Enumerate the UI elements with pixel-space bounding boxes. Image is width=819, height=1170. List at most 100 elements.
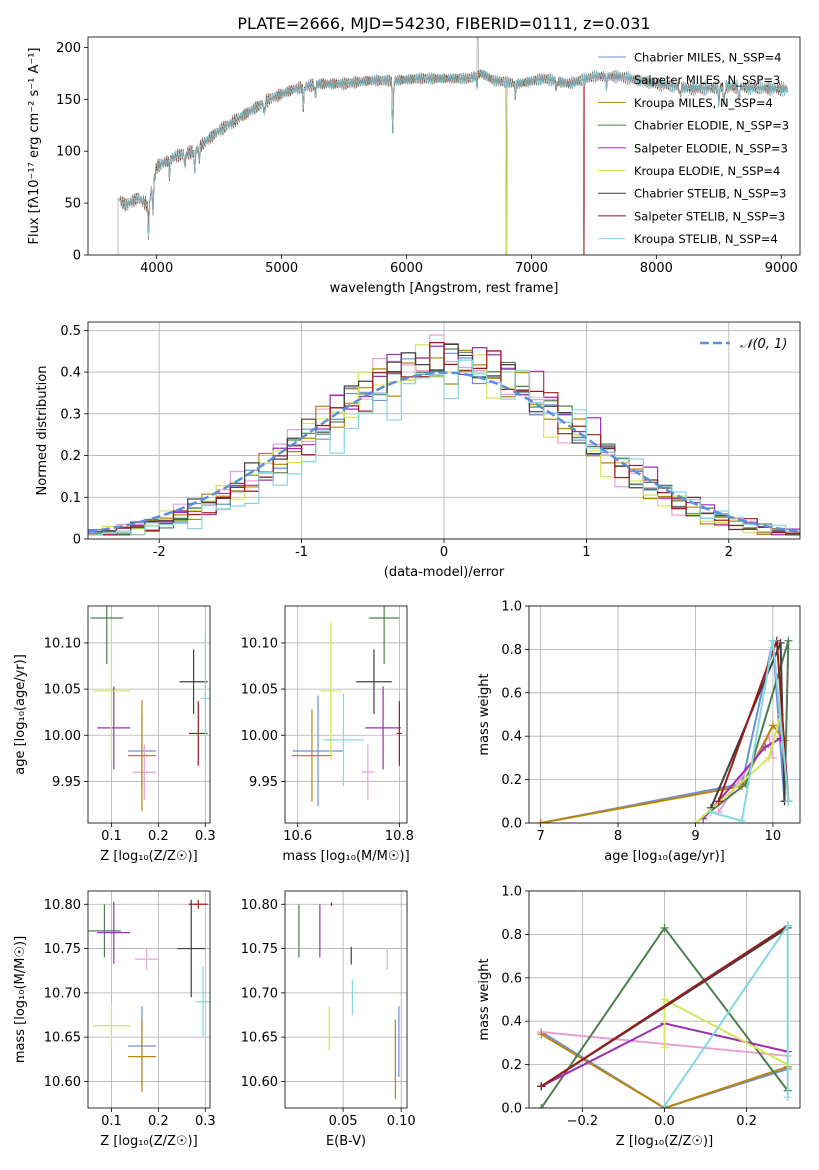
massweight-vs-age-ytick-label: 1.0	[501, 600, 522, 615]
massweight-vs-Z-series-7	[540, 924, 789, 1088]
legend-label-3: Chabrier ELODIE, N_SSP=3	[634, 119, 789, 133]
residual-legend: 𝒩(0, 1)	[700, 337, 787, 352]
spectrum-xtick-label: 5000	[265, 261, 298, 276]
spectrum-xtick-label: 9000	[765, 261, 798, 276]
massweight-vs-Z-marker-3-0	[537, 1104, 546, 1108]
age-vs-mass-xtick-label: 10.8	[385, 829, 414, 844]
spectrum-ytick-label: 200	[56, 41, 81, 56]
massweight-vs-age-panel: 7 8 9 10 0.0 0.2 0.4 0.6 0.8 1.0 age [log₁₀(age/yr…	[477, 600, 801, 864]
massweight-vs-age-marker-7-0	[714, 797, 723, 806]
mass-vs-ebv-plot-area	[298, 902, 400, 1100]
age-vs-Z-xlabel: Z [log₁₀(Z/Z☉)]	[100, 849, 197, 864]
legend-label-1: Salpeter MILES, N_SSP=3	[634, 73, 780, 87]
mass-vs-Z-ytick-label: 10.65	[44, 1031, 81, 1046]
massweight-vs-age-marker-2-0	[536, 819, 545, 823]
massweight-vs-age-marker-8-0	[706, 808, 715, 817]
massweight-vs-age-xlabel: age [log₁₀(age/yr)]	[604, 849, 725, 864]
mass-vs-Z-ytick-label: 10.70	[44, 986, 81, 1001]
age-vs-Z-point-8	[200, 633, 210, 763]
massweight-vs-Z-ylabel: mass weight	[477, 958, 492, 1040]
mass-vs-Z-ytick-label: 10.80	[44, 898, 81, 913]
massweight-vs-Z-series-0	[540, 1031, 789, 1108]
massweight-vs-Z-marker-8-0	[660, 1101, 669, 1108]
massweight-vs-age-xtick-label: 7	[536, 829, 544, 844]
age-vs-Z-plot-area	[90, 606, 210, 811]
mass-vs-ebv-xlabel: E(B-V)	[326, 1134, 366, 1149]
residuals-xtick-label: -2	[153, 545, 166, 560]
massweight-vs-Z-xtick-label: 0.2	[736, 1114, 757, 1129]
residual-hist-8	[88, 359, 800, 536]
massweight-vs-age-marker-5-1	[765, 753, 774, 762]
legend-label-4: Salpeter ELODIE, N_SSP=3	[634, 141, 788, 155]
mass-vs-ebv-xtick-label: 0.05	[329, 1114, 358, 1129]
legend-label-7: Salpeter STELIB, N_SSP=3	[634, 209, 785, 223]
age-vs-mass-point-5	[320, 621, 341, 761]
massweight-vs-Z-ytick-label: 1.0	[501, 885, 522, 900]
age-vs-Z-point-2	[127, 700, 157, 811]
massweight-vs-age-ytick-label: 0.6	[501, 686, 522, 701]
mass-vs-Z-point-8	[195, 966, 210, 1038]
massweight-vs-Z-ytick-label: 0.0	[501, 1102, 522, 1117]
mass-vs-Z-ytick-label: 10.75	[44, 942, 81, 957]
spectrum-ytick-label: 150	[56, 93, 81, 108]
legend-label-normal: 𝒩(0, 1)	[740, 337, 787, 352]
massweight-vs-age-series-3	[694, 640, 790, 823]
spectrum-xtick-label: 4000	[140, 261, 173, 276]
spectrum-plot-area	[117, 37, 788, 255]
massweight-vs-Z-xtick-label: 0.0	[654, 1114, 675, 1129]
mass-vs-ebv-ytick-label: 10.65	[241, 1031, 278, 1046]
massweight-vs-age-series-8	[710, 640, 790, 823]
mass-vs-Z-ylabel: mass [log₁₀(M/M☉)]	[13, 936, 28, 1063]
age-vs-Z-xtick-label: 0.3	[195, 829, 216, 844]
mass-vs-Z-xtick-label: 0.1	[101, 1114, 122, 1129]
massweight-vs-age-ytick-label: 0.8	[501, 643, 522, 658]
age-vs-mass-point-8	[323, 693, 364, 787]
age-vs-mass-point-1	[361, 744, 374, 800]
age-vs-Z-xtick-label: 0.2	[148, 829, 169, 844]
spectrum-xlabel: wavelength [Angstrom, rest frame]	[330, 281, 559, 296]
mass-vs-ebv-ytick-label: 10.75	[241, 942, 278, 957]
massweight-vs-Z-marker-3-1	[660, 923, 669, 932]
spectrum-panel: 4000 5000 6000 7000 8000 9000 0 50 100 150 200 wave…	[27, 36, 801, 296]
age-vs-mass-point-7	[396, 701, 402, 766]
mass-vs-ebv-ytick-label: 10.70	[241, 986, 278, 1001]
mass-vs-Z-panel: 0.1 0.2 0.3 10.60 10.65 10.70 10.75 10.80 Z [log…	[13, 890, 216, 1149]
legend-label-0: Chabrier MILES, N_SSP=4	[634, 51, 781, 65]
massweight-vs-age-ytick-label: 0.4	[501, 730, 522, 745]
massweight-vs-Z-ytick-label: 0.8	[501, 928, 522, 943]
age-vs-mass-panel: 10.6 10.8 9.95 10.00 10.05 10.10 mass [log₁₀(M…	[241, 605, 414, 864]
spectrum-frame	[87, 36, 801, 256]
mass-vs-Z-grid	[88, 891, 210, 1108]
mass-vs-Z-point-4	[97, 901, 131, 964]
mass-vs-Z-point-3	[88, 904, 121, 958]
mass-vs-Z-point-1	[134, 948, 159, 970]
spectrum-xtick-label: 7000	[515, 261, 548, 276]
mass-vs-ebv-panel: 0.05 0.10 10.60 10.65 10.70 10.75 10.80 E(B-V)	[241, 890, 416, 1149]
age-vs-Z-ytick-label: 10.10	[44, 636, 81, 651]
mass-vs-Z-point-6	[177, 899, 206, 998]
massweight-vs-age-plot-area	[536, 636, 793, 823]
mass-vs-Z-xlabel: Z [log₁₀(Z/Z☉)]	[100, 1134, 197, 1149]
mass-vs-Z-point-7	[188, 899, 208, 909]
mass-vs-Z-xtick-label: 0.2	[148, 1114, 169, 1129]
legend-label-2: Kroupa MILES, N_SSP=4	[634, 96, 773, 110]
age-vs-Z-point-7	[188, 701, 208, 766]
age-vs-Z-point-4	[97, 686, 131, 770]
massweight-vs-Z-marker-8-1	[783, 921, 792, 930]
massweight-vs-Z-xtick-label: −0.2	[567, 1114, 599, 1129]
residuals-ytick-label: 0	[73, 533, 81, 548]
massweight-vs-Z-marker-2-0	[537, 1030, 546, 1039]
mass-vs-Z-plot-area	[88, 899, 210, 1093]
age-vs-mass-ytick-label: 10.05	[241, 683, 278, 698]
residuals-plot-area	[88, 334, 800, 536]
age-vs-mass-point-4	[365, 686, 401, 770]
age-vs-mass-point-3	[368, 606, 400, 665]
massweight-vs-Z-marker-7-0	[537, 1082, 546, 1091]
residuals-ytick-label: 0.4	[60, 366, 81, 381]
massweight-vs-age-marker-8-3	[784, 797, 793, 806]
spectrum-xtick-label: 8000	[640, 261, 673, 276]
age-vs-Z-point-6	[179, 649, 208, 715]
age-vs-Z-point-1	[132, 744, 157, 800]
residuals-xtick-label: 2	[725, 545, 733, 560]
